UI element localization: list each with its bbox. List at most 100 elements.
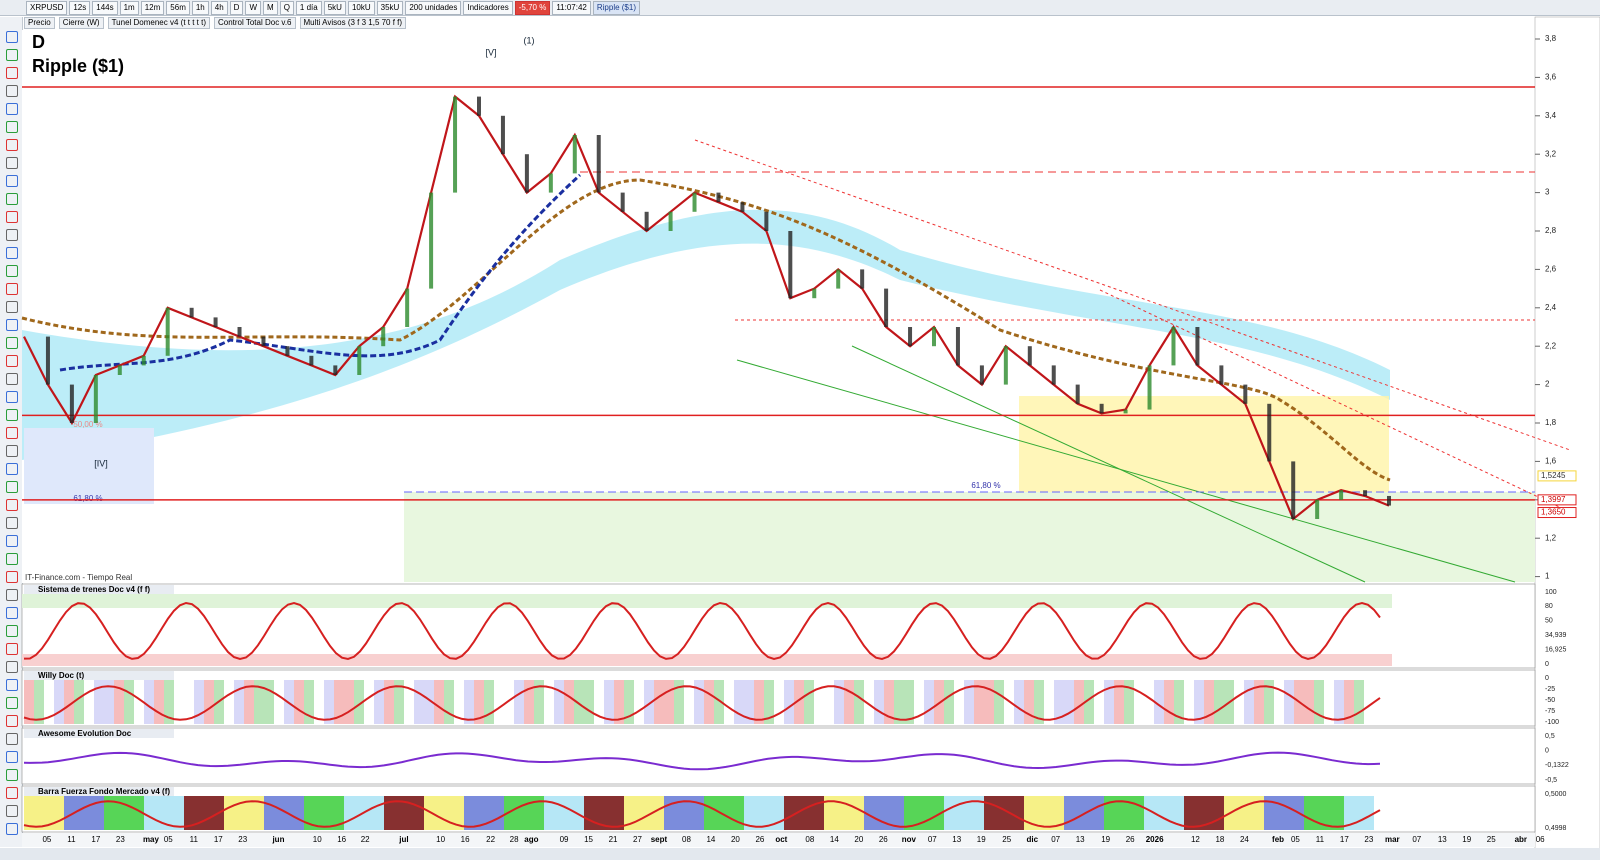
date-label: 15 xyxy=(584,835,593,844)
tool-icon[interactable] xyxy=(6,391,18,403)
toolbar-button[interactable]: 12s xyxy=(69,0,91,15)
panel-bar xyxy=(64,796,74,830)
panel-bar xyxy=(984,680,994,724)
tool-icon[interactable] xyxy=(6,643,18,655)
tool-icon[interactable] xyxy=(6,751,18,763)
panel-bar xyxy=(874,680,884,724)
tool-icon[interactable] xyxy=(6,247,18,259)
legend-item[interactable]: Cierre (W) xyxy=(58,17,104,29)
toolbar-button[interactable]: 1h xyxy=(191,0,209,15)
toolbar-button[interactable]: XRPUSD xyxy=(26,0,68,15)
tool-icon[interactable] xyxy=(6,427,18,439)
tool-icon[interactable] xyxy=(6,517,18,529)
legend-item[interactable]: Multi Avisos (3 f 3 1,5 70 f f) xyxy=(299,17,407,29)
tool-icon[interactable] xyxy=(6,409,18,421)
panel-bar xyxy=(474,680,484,724)
toolbar-button[interactable]: 56m xyxy=(166,0,190,15)
toolbar-button[interactable]: 35kU xyxy=(376,0,404,15)
tool-icon[interactable] xyxy=(6,229,18,241)
panel-bar xyxy=(124,680,134,724)
panel-bar xyxy=(384,680,394,724)
tool-icon[interactable] xyxy=(6,661,18,673)
tool-icon[interactable] xyxy=(6,85,18,97)
tool-icon[interactable] xyxy=(6,49,18,61)
toolbar-button[interactable]: -5,70 % xyxy=(514,0,551,15)
tool-icon[interactable] xyxy=(6,175,18,187)
panel-bar xyxy=(324,680,334,724)
tool-icon[interactable] xyxy=(6,103,18,115)
legend-item[interactable]: Precio xyxy=(24,17,55,29)
panel-bar xyxy=(424,680,434,724)
toolbar-button[interactable]: Indicadores xyxy=(463,0,513,15)
tool-icon[interactable] xyxy=(6,607,18,619)
toolbar-button[interactable]: 12m xyxy=(140,0,165,15)
toolbar-button[interactable]: 144s xyxy=(92,0,118,15)
tool-icon[interactable] xyxy=(6,193,18,205)
toolbar-button[interactable]: 200 unidades xyxy=(405,0,462,15)
toolbar-button[interactable]: Ripple ($1) xyxy=(592,0,640,15)
tool-icon[interactable] xyxy=(6,31,18,43)
toolbar-button[interactable]: 4h xyxy=(210,0,228,15)
toolbar-button[interactable]: Q xyxy=(279,0,294,15)
tool-icon[interactable] xyxy=(6,697,18,709)
moving-average xyxy=(21,178,1391,482)
tool-icon[interactable] xyxy=(6,787,18,799)
candle xyxy=(1291,461,1296,519)
date-label: mar xyxy=(1385,835,1400,844)
panel-bar xyxy=(384,796,394,830)
tool-icon[interactable] xyxy=(6,589,18,601)
toolbar-button[interactable]: 10kU xyxy=(347,0,375,15)
candle xyxy=(1075,384,1080,404)
tool-icon[interactable] xyxy=(6,301,18,313)
tool-icon[interactable] xyxy=(6,283,18,295)
legend-item[interactable]: Control Total Doc v.6 xyxy=(213,17,296,29)
tool-icon[interactable] xyxy=(6,823,18,835)
tool-icon[interactable] xyxy=(6,337,18,349)
tool-icon[interactable] xyxy=(6,319,18,331)
tool-icon[interactable] xyxy=(6,463,18,475)
tool-icon[interactable] xyxy=(6,553,18,565)
toolbar-button[interactable]: M xyxy=(263,0,278,15)
toolbar-button[interactable]: W xyxy=(245,0,262,15)
toolbar-button[interactable]: 1 día xyxy=(295,0,322,15)
panel-bar xyxy=(474,796,484,830)
panel-bar xyxy=(194,796,204,830)
tool-icon[interactable] xyxy=(6,355,18,367)
tool-icon[interactable] xyxy=(6,571,18,583)
panel-bar xyxy=(544,680,554,724)
panel-axis-label: 100 xyxy=(1545,589,1557,596)
tool-icon[interactable] xyxy=(6,445,18,457)
tool-icon[interactable] xyxy=(6,499,18,511)
candle xyxy=(1027,346,1032,366)
tool-icon[interactable] xyxy=(6,769,18,781)
panel-bar xyxy=(604,796,614,830)
panel-bar xyxy=(964,796,974,830)
tool-icon[interactable] xyxy=(6,373,18,385)
legend-item[interactable]: Tunel Domenec v4 (t t t t t) xyxy=(107,17,210,29)
toolbar-button[interactable]: 1m xyxy=(119,0,139,15)
tool-icon[interactable] xyxy=(6,481,18,493)
candle xyxy=(309,355,314,366)
date-label: 25 xyxy=(1002,835,1011,844)
panel-bar xyxy=(24,796,34,830)
tool-icon[interactable] xyxy=(6,265,18,277)
tool-icon[interactable] xyxy=(6,625,18,637)
date-label: 17 xyxy=(214,835,223,844)
tool-icon[interactable] xyxy=(6,805,18,817)
candle xyxy=(932,327,936,347)
candle xyxy=(165,307,170,356)
tool-icon[interactable] xyxy=(6,121,18,133)
tool-icon[interactable] xyxy=(6,535,18,547)
toolbar-button[interactable]: D xyxy=(229,0,244,15)
tool-icon[interactable] xyxy=(6,715,18,727)
tool-icon[interactable] xyxy=(6,67,18,79)
tool-icon[interactable] xyxy=(6,139,18,151)
toolbar-button[interactable]: 5kU xyxy=(323,0,346,15)
tool-icon[interactable] xyxy=(6,679,18,691)
tool-icon[interactable] xyxy=(6,211,18,223)
toolbar-button[interactable]: 11:07:42 xyxy=(552,0,591,15)
panel-bar xyxy=(604,680,614,724)
tool-icon[interactable] xyxy=(6,157,18,169)
tool-icon[interactable] xyxy=(6,733,18,745)
panel-bar xyxy=(884,796,894,830)
